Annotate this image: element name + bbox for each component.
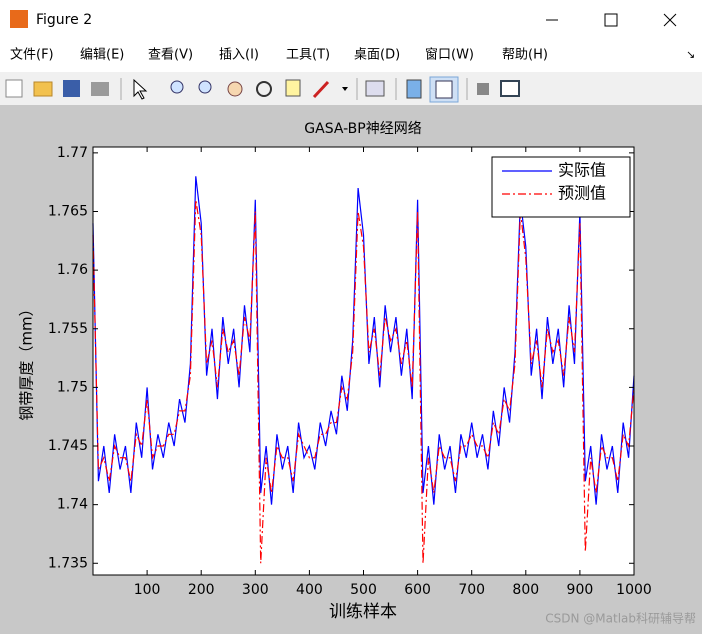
x-tick-label: 900 [567,582,594,598]
x-tick-label: 600 [404,582,431,598]
pan-icon[interactable] [227,81,243,97]
x-tick-label: 700 [458,582,485,598]
menu-bar [0,38,702,72]
x-tick-label: 1000 [616,582,652,598]
plot-area [92,176,635,564]
menu-item[interactable]: 文件(F) [10,48,54,63]
y-tick-label: 1.755 [48,321,88,337]
print-icon[interactable] [91,82,109,96]
legend-icon[interactable] [435,80,453,99]
pointer-icon[interactable] [133,78,148,100]
rotate-icon[interactable] [256,81,272,97]
x-tick-label: 100 [134,582,161,598]
menu-arrow: ↘ [686,48,695,61]
x-tick-label: 400 [296,582,323,598]
open-icon[interactable] [33,81,53,97]
datacursor-icon[interactable] [285,79,301,97]
hide-tools-icon[interactable] [477,83,489,95]
menu: 文件(F) 编辑(E) 查看(V) 插入(I) 工具(T) 桌面(D) 窗口(W) 帮助(H) [10,47,548,63]
close-button[interactable] [663,13,677,27]
toolbar [0,72,702,105]
series-line [92,199,635,564]
zoom-out-icon[interactable] [198,80,212,94]
x-tick-label: 300 [242,582,269,598]
y-tick-label: 1.735 [48,555,88,571]
y-tick-label: 1.745 [48,438,88,454]
legend-box [491,156,631,218]
x-tick-label: 200 [188,582,215,598]
dock-icon[interactable] [500,80,520,97]
menu-item[interactable]: 帮助(H) [502,48,548,63]
axes-background [93,147,634,575]
save-icon[interactable] [63,80,80,97]
watermark: CSDN @Matlab科研辅导帮 [545,612,696,626]
y-tick-label: 1.75 [57,379,88,395]
zoom-in-icon[interactable] [170,80,184,94]
menu-item[interactable]: 查看(V) [148,47,193,63]
window-title: Figure 2 [36,12,92,28]
y-tick-label: 1.76 [57,262,88,278]
toolbar-icons [5,76,520,103]
y-axis-label: 钢带厚度（mm） [18,301,36,420]
brush-dropdown[interactable] [342,87,348,91]
brush-icon[interactable] [312,80,330,99]
app-icon [10,10,28,28]
x-tick-label: 800 [512,582,539,598]
colorbar-icon[interactable] [406,79,422,99]
menu-item[interactable]: 窗口(W) [425,47,474,63]
x-axis-label: 训练样本 [329,602,397,622]
maximize-button[interactable] [604,13,618,27]
title-bar [0,0,702,38]
legend-label: 预测值 [558,184,606,203]
menu-item[interactable]: 编辑(E) [80,48,124,63]
y-tick-label: 1.77 [57,145,88,161]
x-tick-label: 500 [350,582,377,598]
chart-title: GASA-BP神经网络 [304,121,421,137]
menu-item[interactable]: 工具(T) [286,48,330,63]
new-icon[interactable] [5,79,23,98]
link-icon[interactable] [365,80,385,97]
y-tick-label: 1.765 [48,203,88,219]
legend-label: 实际值 [558,161,606,180]
menu-item[interactable]: 桌面(D) [354,48,400,63]
y-tick-label: 1.74 [57,497,88,513]
menu-item[interactable]: 插入(I) [219,48,259,63]
